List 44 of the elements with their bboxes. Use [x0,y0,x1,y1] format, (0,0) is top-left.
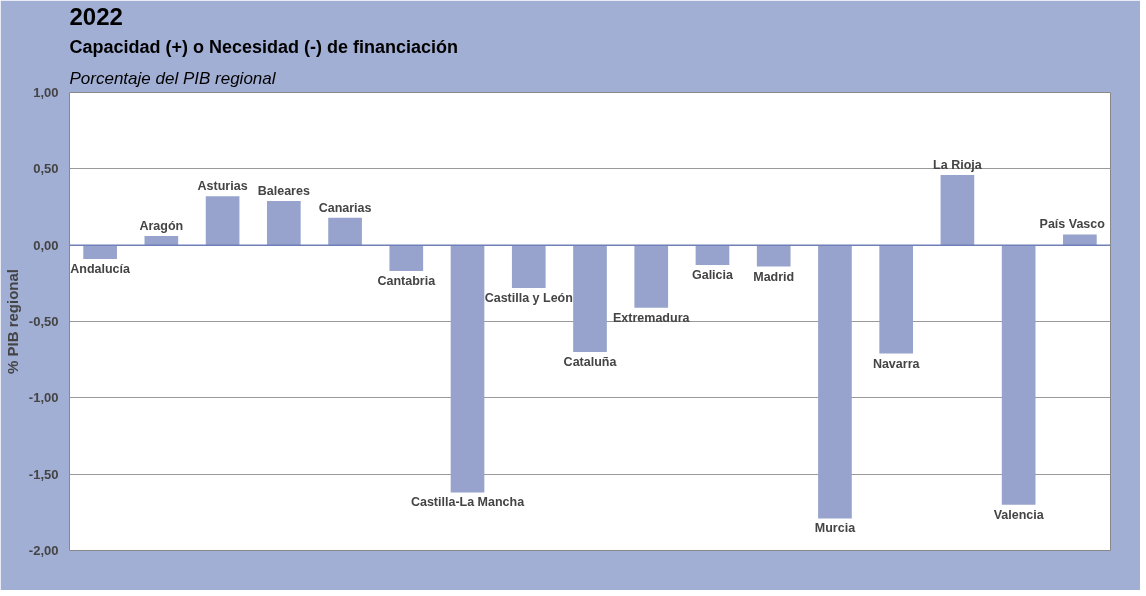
chart-subtitle: Capacidad (+) o Necesidad (-) de financiación [69,36,459,57]
bar [266,200,301,246]
x-tick-label: Galicia [691,268,735,283]
x-tick-label: La Rioja [933,157,983,172]
bar [83,245,117,259]
x-tick-label: Castilla-La Mancha [410,495,526,510]
y-tick-label: -1,50 [28,466,59,482]
bar [940,174,975,246]
bar [450,245,485,493]
bar [634,245,669,308]
x-tick-label: Extremadura [613,310,691,325]
y-tick-label: -1,00 [28,390,59,406]
x-tick-label: Aragón [139,219,184,234]
bar [328,217,362,246]
x-tick-label: Cantabria [377,274,437,289]
y-tick-label: -0,50 [28,314,59,329]
bar [573,245,607,353]
bar [1001,245,1036,505]
bar [511,245,546,288]
bar [389,245,424,272]
x-tick-label: Valencia [993,507,1045,522]
x-tick-label: Cataluña [563,355,618,370]
y-tick-label: 0,50 [33,161,59,177]
x-tick-label: Navarra [872,356,921,371]
x-tick-label: Murcia [814,521,857,536]
x-tick-label: Madrid [753,269,795,284]
y-tick-label: 1,00 [33,85,59,100]
x-tick-label: País Vasco [1039,217,1106,232]
x-tick-label: Andalucía [70,261,132,276]
bar [879,245,914,354]
x-tick-label: Baleares [257,183,310,198]
x-tick-label: Canarias [318,200,372,215]
text: Porcentaje del PIB regional [69,68,277,88]
bar [818,245,852,519]
y-tick-label: 0,00 [33,237,59,253]
chart-title: 2022 [69,2,123,30]
x-tick-label: Asturias [197,179,248,194]
y-tick-label: -2,00 [28,543,59,558]
y-axis-title: % PIB regional [3,268,21,375]
bar [1063,234,1097,246]
bar [205,196,240,246]
bar [695,245,730,266]
x-tick-label: Castilla y León [484,290,573,305]
bar [756,245,791,267]
